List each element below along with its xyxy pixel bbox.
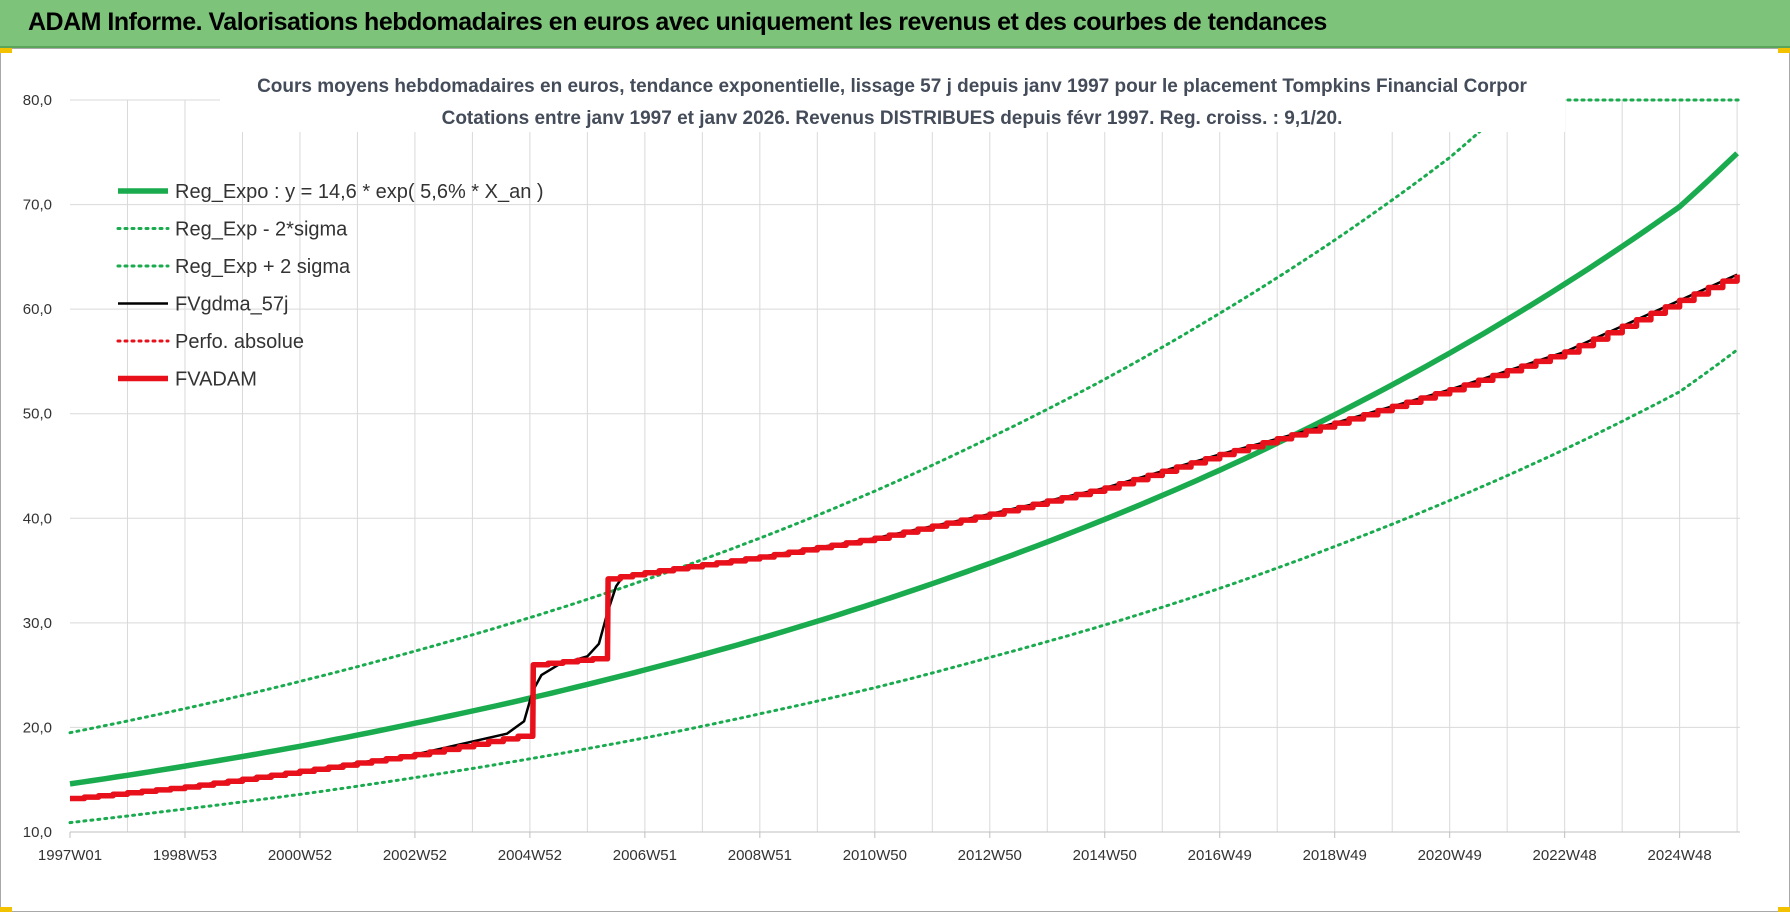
series-line-reg-expo <box>69 151 1740 787</box>
x-tick-label: 2000W52 <box>268 847 332 864</box>
legend-label: Reg_Exp - 2*sigma <box>175 219 348 241</box>
chart-title: Cours moyens hebdomadaires en euros, ten… <box>257 76 1527 97</box>
legend: Reg_Expo : y = 14,6 * exp( 5,6% * X_an )… <box>116 181 544 391</box>
x-tick-label: 2014W50 <box>1073 847 1137 864</box>
x-tick-label: 2020W49 <box>1418 847 1482 864</box>
legend-label: FVADAM <box>175 369 257 391</box>
x-tick-label: 2004W52 <box>498 847 562 864</box>
axis-ticks: 10,0 20,0 30,0 40,0 50,0 60,0 70,0 80,0 1997W01 1… <box>23 92 1712 864</box>
y-tick-label: 60,0 <box>23 301 52 318</box>
series-lines <box>68 80 1742 825</box>
x-tick-label: 2002W52 <box>383 847 447 864</box>
y-tick-label: 30,0 <box>23 615 52 632</box>
x-tick-label: 2008W51 <box>728 847 792 864</box>
chart-subtitle: Cotations entre janv 1997 et janv 2026. … <box>442 108 1343 129</box>
report-banner: ADAM Informe. Valorisations hebdomadaire… <box>0 0 1790 48</box>
x-tick-label: 2018W49 <box>1303 847 1367 864</box>
x-tick-label: 1998W53 <box>153 847 217 864</box>
series-line-fvadam <box>70 274 1740 802</box>
y-tick-label: 50,0 <box>23 406 52 423</box>
x-tick-label: 2010W50 <box>843 847 907 864</box>
report-title: ADAM Informe. Valorisations hebdomadaire… <box>28 8 1327 36</box>
x-tick-label: 2016W49 <box>1188 847 1252 864</box>
y-tick-label: 40,0 <box>23 510 52 527</box>
corner-marker <box>0 907 12 912</box>
series-line-reg-plus-2sigma <box>68 80 1540 735</box>
legend-label: FVgdma_57j <box>175 294 288 316</box>
legend-label: Reg_Expo : y = 14,6 * exp( 5,6% * X_an ) <box>175 181 544 203</box>
y-tick-label: 70,0 <box>23 197 52 214</box>
title-background <box>220 66 1565 132</box>
corner-marker <box>1778 907 1790 912</box>
x-tick-label: 2006W51 <box>613 847 677 864</box>
y-tick-label: 10,0 <box>23 824 52 841</box>
x-tick-label: 2022W48 <box>1533 847 1597 864</box>
legend-label: Reg_Exp + 2 sigma <box>175 256 351 278</box>
corner-marker <box>1778 48 1790 53</box>
legend-label: Perfo. absolue <box>175 331 304 353</box>
x-tick-label: 1997W01 <box>38 847 102 864</box>
y-tick-label: 80,0 <box>23 92 52 109</box>
x-tick-label: 2024W48 <box>1648 847 1712 864</box>
x-tick-label: 2012W50 <box>958 847 1022 864</box>
gridlines <box>70 99 1740 833</box>
corner-marker <box>0 48 12 53</box>
y-tick-label: 20,0 <box>23 719 52 736</box>
series-line-reg-minus-2sigma <box>68 348 1739 825</box>
